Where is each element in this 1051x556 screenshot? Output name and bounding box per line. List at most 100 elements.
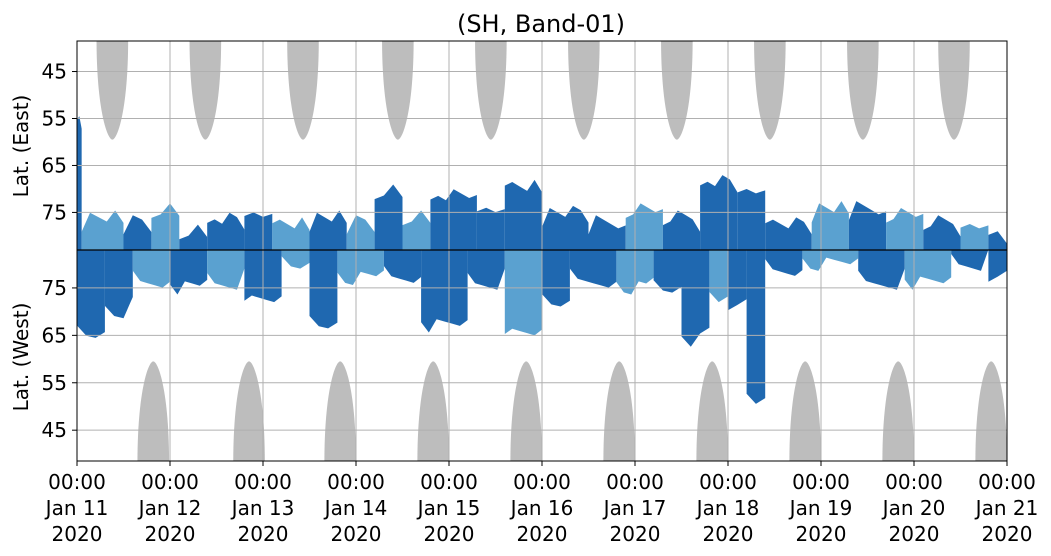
- activity-west-6: [281, 250, 310, 269]
- activity-east-26: [960, 224, 989, 250]
- activity-east-2: [123, 215, 152, 250]
- activity-east-4: [179, 224, 208, 250]
- night-shade-east-9: [938, 41, 970, 140]
- activity-east-24: [886, 208, 924, 250]
- activity-east-18: [662, 210, 701, 250]
- x-tick-6-label-year: 2020: [610, 522, 661, 546]
- x-tick-8-label-year: 2020: [796, 522, 847, 546]
- activity-east-11: [402, 210, 431, 250]
- night-shade-west-2: [324, 361, 356, 461]
- x-tick-4-label-time: 00:00: [420, 470, 478, 494]
- activity-east-8: [309, 210, 347, 250]
- activity-west-19: [728, 250, 747, 311]
- night-shade-east-7: [754, 41, 786, 140]
- x-tick-3-label-date: Jan 14: [323, 496, 388, 520]
- x-tick-7-label-year: 2020: [703, 522, 754, 546]
- activity-east-14: [504, 179, 542, 250]
- night-shade-west-5: [603, 361, 635, 461]
- night-shade-west-4: [510, 361, 542, 461]
- activity-east-1: [81, 210, 124, 250]
- x-tick-5-label-date: Jan 16: [509, 496, 574, 520]
- activity-east-20: [737, 188, 766, 250]
- x-tick-3-label-year: 2020: [331, 522, 382, 546]
- activity-west-25: [951, 249, 989, 271]
- activity-west-22: [802, 250, 859, 271]
- night-shade-west-3: [417, 361, 449, 461]
- activity-east-0: [77, 116, 82, 251]
- activity-east-16: [588, 215, 626, 250]
- activity-east-25: [923, 215, 961, 250]
- activity-west-7: [309, 250, 338, 329]
- activity-west-13: [542, 250, 570, 307]
- x-tick-5-label-year: 2020: [517, 522, 568, 546]
- activity-west-24: [904, 250, 952, 290]
- x-tick-7-label-date: Jan 18: [695, 496, 760, 520]
- night-shade-east-1: [189, 41, 222, 140]
- x-tick-4-label-date: Jan 15: [416, 496, 481, 520]
- night-shade-west-1: [233, 361, 265, 461]
- activity-east-17: [625, 203, 663, 250]
- activity-east-12: [430, 189, 477, 250]
- chart-title: (SH, Band-01): [457, 10, 625, 38]
- x-tick-9-label-year: 2020: [889, 522, 940, 546]
- y-axis-label-east: Lat. (East): [9, 95, 33, 198]
- x-tick-2-label-date: Jan 13: [230, 496, 295, 520]
- activity-west-20: [746, 250, 766, 404]
- activity-west-18: [709, 250, 728, 303]
- y-tick-west-3-label: 45: [42, 418, 67, 442]
- x-tick-5-label-time: 00:00: [513, 470, 571, 494]
- activity-west-0: [77, 250, 105, 338]
- night-shade-west-9: [975, 361, 1007, 461]
- activity-west-2: [132, 250, 170, 288]
- activity-east-7: [272, 217, 310, 250]
- x-tick-0-label-date: Jan 11: [44, 496, 109, 520]
- activity-east-23: [848, 201, 887, 250]
- night-shade-west-7: [789, 361, 821, 461]
- night-shade-east-0: [96, 41, 129, 140]
- activity-west-23: [858, 250, 905, 290]
- y-tick-east-0-label: 45: [42, 60, 67, 84]
- activity-west-10: [421, 250, 468, 333]
- activity-east-3: [151, 203, 180, 250]
- x-tick-8-label-date: Jan 19: [788, 496, 853, 520]
- activity-west-12: [504, 250, 542, 336]
- x-tick-7-label-time: 00:00: [699, 470, 757, 494]
- activity-west-16: [653, 250, 682, 293]
- activity-east-6: [244, 212, 273, 250]
- activity-west-8: [337, 250, 384, 286]
- activity-west-21: [765, 250, 803, 276]
- activity-west-4: [207, 250, 245, 290]
- plot-area: [77, 41, 1007, 461]
- activity-east-15: [542, 205, 589, 250]
- y-tick-east-3-label: 75: [42, 200, 67, 224]
- x-tick-2-label-time: 00:00: [234, 470, 292, 494]
- activity-east-9: [346, 215, 375, 250]
- night-shade-west-8: [882, 361, 914, 461]
- y-tick-east-2-label: 65: [42, 153, 67, 177]
- x-tick-6-label-date: Jan 17: [602, 496, 667, 520]
- y-tick-west-0-label: 75: [42, 276, 67, 300]
- x-tick-9-label-date: Jan 20: [881, 496, 946, 520]
- y-tick-west-2-label: 55: [42, 371, 67, 395]
- activity-east-27: [988, 231, 1007, 250]
- night-shade-east-6: [661, 41, 693, 140]
- activity-west-26: [988, 250, 1007, 282]
- y-axis-label-west: Lat. (West): [9, 303, 33, 412]
- activity-west-17: [681, 250, 710, 347]
- x-tick-10-label-time: 00:00: [978, 470, 1036, 494]
- activity-east-5: [207, 212, 245, 250]
- y-tick-west-1-label: 65: [42, 323, 67, 347]
- x-tick-0-label-time: 00:00: [48, 470, 106, 494]
- night-shade-east-4: [475, 41, 507, 140]
- night-shade-east-5: [568, 41, 600, 140]
- activity-west-14: [569, 250, 617, 288]
- x-tick-9-label-time: 00:00: [885, 470, 943, 494]
- x-tick-3-label-time: 00:00: [327, 470, 385, 494]
- y-tick-east-1-label: 55: [42, 106, 67, 130]
- x-tick-6-label-time: 00:00: [606, 470, 664, 494]
- night-shade-east-2: [287, 41, 319, 140]
- x-tick-4-label-year: 2020: [424, 522, 475, 546]
- night-shade-west-0: [137, 361, 170, 461]
